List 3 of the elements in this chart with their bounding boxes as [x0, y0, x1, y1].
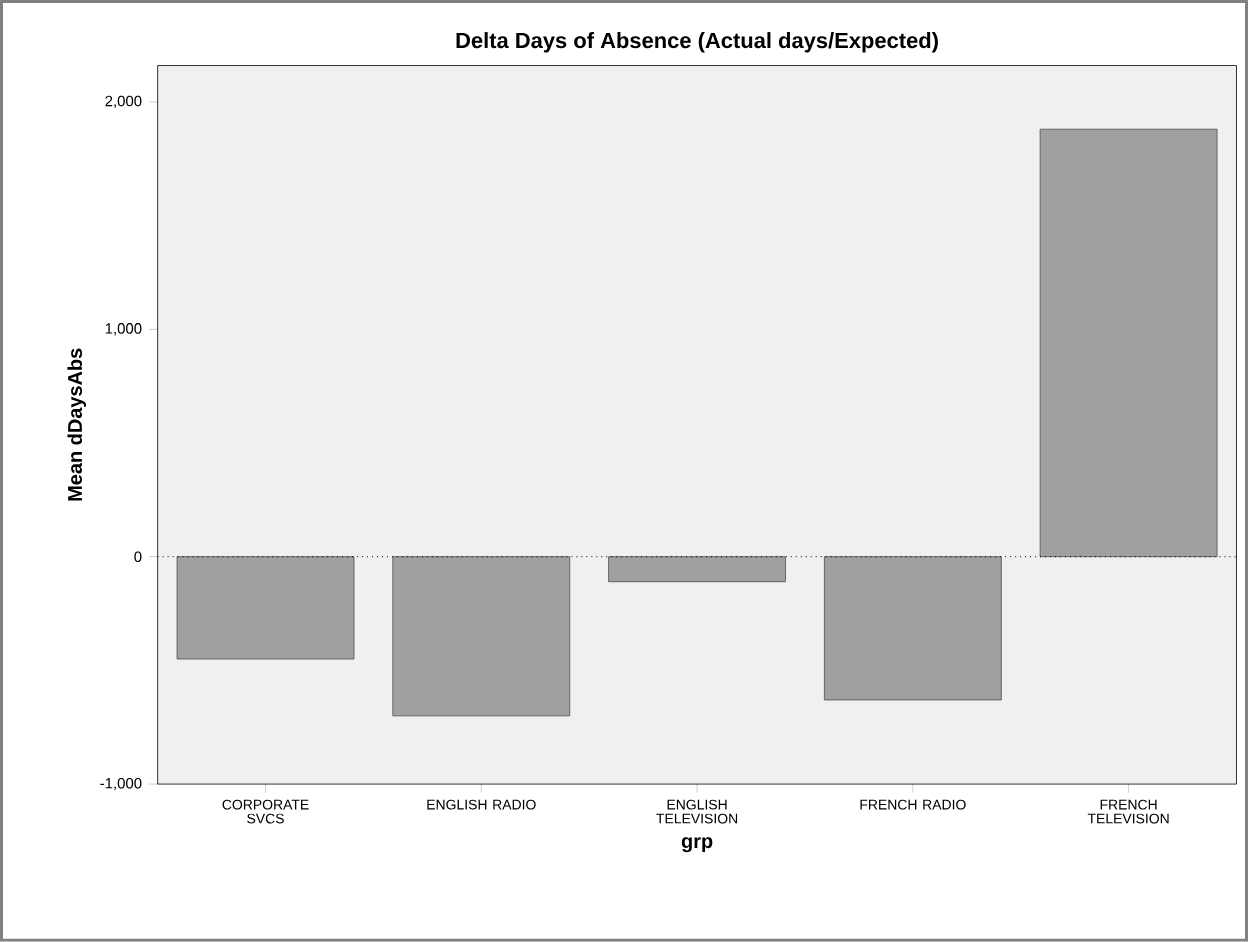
chart-title: Delta Days of Absence (Actual days/Expected): [456, 32, 938, 53]
y-axis-title: Mean dDaysAbs: [67, 348, 86, 501]
x-axis-title: grp: [681, 837, 713, 853]
